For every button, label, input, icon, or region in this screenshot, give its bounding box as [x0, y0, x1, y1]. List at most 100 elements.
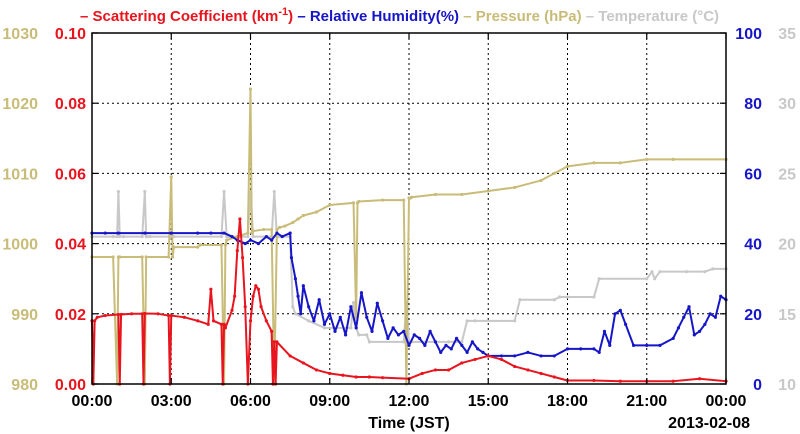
data-point-relative-humidity — [280, 234, 284, 239]
data-point-relative-humidity — [289, 256, 294, 260]
data-point-relative-humidity — [391, 326, 395, 330]
humidity-tick-label: 80 — [744, 96, 762, 113]
scattering-tick-label: 0.10 — [55, 26, 86, 43]
data-point-relative-humidity — [264, 234, 268, 239]
data-point-relative-humidity — [407, 343, 411, 347]
data-point-relative-humidity — [687, 305, 691, 309]
data-point-scattering-coefficient — [433, 368, 438, 372]
data-point-relative-humidity — [499, 354, 504, 358]
data-point-temperature — [145, 234, 150, 239]
data-point-pressure — [196, 245, 200, 249]
legend-entries: – Scattering Coefficient (km-1) – Relati… — [80, 6, 719, 25]
data-point-relative-humidity — [470, 340, 474, 344]
data-point-scattering-coefficient — [240, 256, 245, 260]
data-point-relative-humidity — [328, 312, 332, 316]
x-tick-label: 00:00 — [706, 393, 747, 410]
data-point-scattering-coefficient — [341, 373, 345, 377]
scattering-tick-label: 0.08 — [55, 96, 86, 113]
data-point-pressure — [513, 185, 517, 190]
data-point-relative-humidity — [444, 343, 448, 347]
data-point-relative-humidity — [613, 312, 617, 316]
humidity-tick-label: 0 — [753, 377, 762, 394]
pressure-tick-label: 980 — [11, 377, 38, 394]
data-point-relative-humidity — [682, 315, 686, 319]
data-point-temperature — [552, 298, 556, 302]
x-tick-label: 00:00 — [72, 393, 113, 410]
data-point-temperature — [246, 234, 250, 239]
data-point-pressure — [111, 255, 115, 259]
data-point-pressure — [223, 243, 227, 247]
data-point-pressure — [219, 243, 224, 247]
temperature-tick-label: 20 — [778, 237, 796, 254]
data-point-pressure — [172, 245, 176, 249]
data-point-pressure — [283, 224, 287, 228]
data-point-scattering-coefficient — [275, 340, 279, 344]
data-point-relative-humidity — [481, 350, 485, 355]
data-point-relative-humidity — [692, 333, 696, 337]
data-point-relative-humidity — [359, 291, 364, 295]
data-point-temperature — [365, 333, 369, 337]
data-point-relative-humidity — [103, 231, 107, 235]
data-point-scattering-coefficient — [420, 371, 424, 376]
data-point-temperature — [684, 270, 688, 274]
temperature-tick-label: 35 — [778, 26, 796, 43]
data-point-relative-humidity — [552, 354, 556, 358]
pressure-tick-label: 1020 — [2, 96, 38, 113]
legend-entry-tail: ) — [288, 8, 293, 25]
data-point-pressure — [170, 255, 175, 259]
series-line-pressure — [92, 88, 726, 385]
data-point-temperature — [650, 270, 654, 274]
data-point-relative-humidity — [602, 329, 607, 333]
data-point-scattering-coefficient — [254, 284, 258, 288]
data-point-scattering-coefficient — [206, 322, 210, 326]
data-point-relative-humidity — [312, 319, 316, 323]
data-point-temperature — [143, 190, 147, 194]
data-point-scattering-coefficient — [143, 311, 147, 316]
data-point-scattering-coefficient — [233, 294, 237, 298]
data-point-scattering-coefficient — [526, 368, 530, 372]
data-point-temperature — [219, 234, 224, 239]
data-point-scattering-coefficient — [314, 368, 319, 372]
data-point-relative-humidity — [354, 326, 358, 330]
data-point-temperature — [658, 270, 662, 274]
data-point-pressure — [167, 255, 171, 259]
data-point-pressure — [618, 161, 622, 165]
data-point-relative-humidity — [713, 315, 718, 319]
data-point-relative-humidity — [209, 231, 213, 235]
data-point-relative-humidity — [624, 322, 628, 326]
data-point-scattering-coefficient — [169, 313, 173, 318]
data-point-scattering-coefficient — [592, 378, 596, 383]
data-point-pressure — [277, 225, 282, 230]
data-point-relative-humidity — [288, 231, 292, 235]
humidity-tick-label: 60 — [744, 166, 762, 183]
data-point-scattering-coefficient — [119, 312, 123, 317]
pressure-tick-label: 1000 — [2, 237, 38, 254]
data-point-relative-humidity — [333, 329, 337, 333]
data-point-scattering-coefficient — [116, 312, 121, 317]
data-point-pressure — [380, 198, 385, 202]
data-point-pressure — [314, 210, 319, 214]
data-point-temperature — [597, 277, 601, 281]
data-point-temperature — [111, 234, 115, 239]
data-point-scattering-coefficient — [130, 312, 134, 316]
data-point-relative-humidity — [539, 354, 543, 358]
data-point-relative-humidity — [719, 294, 723, 298]
data-point-temperature — [645, 277, 649, 281]
x-tick-label: 21:00 — [626, 393, 667, 410]
data-point-pressure — [301, 213, 305, 218]
data-point-relative-humidity — [423, 343, 427, 347]
data-point-relative-humidity — [338, 315, 342, 319]
scattering-tick-label: 0.02 — [55, 307, 86, 324]
temperature-tick-label: 10 — [778, 377, 796, 394]
data-point-relative-humidity — [380, 319, 385, 323]
legend-entry: – Relative Humidity(%) — [293, 8, 459, 25]
data-point-relative-humidity — [396, 333, 401, 337]
data-point-temperature — [703, 270, 707, 274]
data-point-relative-humidity — [301, 284, 305, 288]
data-point-relative-humidity — [365, 315, 369, 319]
data-point-temperature — [293, 312, 298, 316]
data-point-pressure — [246, 231, 250, 235]
data-point-temperature — [116, 190, 121, 194]
data-point-scattering-coefficient — [288, 354, 292, 358]
